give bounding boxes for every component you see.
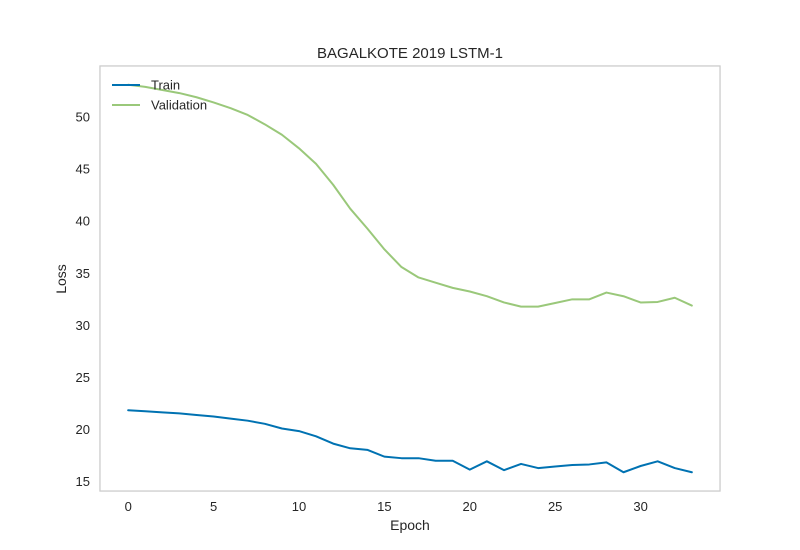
y-tick-label: 40 (76, 214, 90, 229)
x-axis-ticks: 0 5 10 15 20 25 30 (125, 499, 648, 514)
y-tick-label: 20 (76, 422, 90, 437)
legend-label-validation: Validation (151, 98, 207, 113)
x-tick-label: 20 (463, 499, 477, 514)
y-tick-label: 15 (76, 474, 90, 489)
y-tick-label: 50 (76, 110, 90, 125)
y-axis-label: Loss (53, 264, 69, 294)
y-tick-label: 45 (76, 162, 90, 177)
chart-title: BAGALKOTE 2019 LSTM-1 (317, 45, 503, 62)
y-axis-ticks: 15 20 25 30 35 40 45 50 (76, 110, 90, 490)
plot-area (99, 65, 721, 492)
plot-border (99, 65, 721, 492)
series-line-train (127, 409, 693, 474)
x-tick-label: 0 (125, 499, 132, 514)
x-tick-label: 30 (633, 499, 647, 514)
y-tick-label: 30 (76, 318, 90, 333)
y-tick-label: 25 (76, 370, 90, 385)
x-tick-label: 25 (548, 499, 562, 514)
x-tick-label: 10 (292, 499, 306, 514)
series-lines (127, 83, 693, 474)
x-tick-label: 15 (377, 499, 391, 514)
series-line-validation (127, 83, 693, 308)
y-tick-label: 35 (76, 266, 90, 281)
legend: Train Validation (112, 78, 207, 113)
x-axis-label: Epoch (390, 517, 430, 533)
x-tick-label: 5 (210, 499, 217, 514)
legend-label-train: Train (151, 78, 180, 93)
